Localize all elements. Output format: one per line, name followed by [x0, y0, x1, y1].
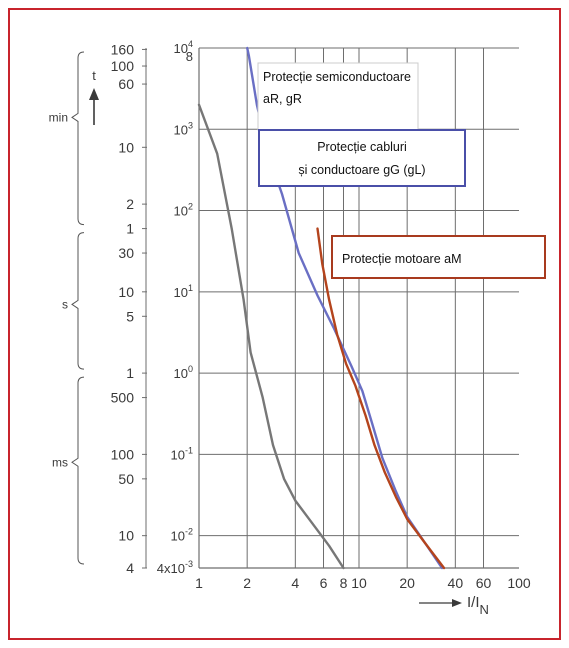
y-tick-label-units: 50 — [118, 471, 134, 487]
annotation-box — [257, 62, 419, 131]
y-tick-label-units: 1 — [126, 365, 134, 381]
annotation-text: și conductoare gG (gL) — [298, 163, 425, 177]
y-tick-label-seconds: 103 — [174, 120, 193, 137]
y-tick-label-units: 100 — [111, 58, 135, 74]
y-axis-arrow-head — [89, 88, 99, 100]
y-tick-exponent: -1 — [185, 445, 193, 455]
x-tick-label: 100 — [507, 575, 531, 591]
y-tick-base: 10 — [174, 204, 188, 219]
y-tick-label-seconds: 10-2 — [171, 527, 193, 544]
y-tick-label-seconds: 100 — [174, 364, 193, 381]
y-tick-label-seconds: 101 — [174, 283, 193, 300]
x-tick-label: 20 — [399, 575, 415, 591]
y-tick-label-units: 4 — [126, 560, 134, 576]
y-tick-label-units: 10 — [118, 139, 134, 155]
unit-bracket — [71, 51, 85, 226]
y-axis-title: t — [92, 68, 96, 83]
y-tick-label-units: 160 — [111, 41, 135, 57]
x-axis-title-main: I/I — [467, 594, 480, 611]
y-tick-label-seconds: 102 — [174, 202, 193, 219]
series-motor-line — [316, 227, 446, 570]
unit-bracket — [71, 232, 85, 370]
x-axis-title: I/IN — [467, 594, 489, 617]
y-tick-label-units: 10 — [118, 528, 134, 544]
annotation-cable: Protecție cabluri și conductoare gG (gL) — [258, 129, 466, 187]
annotation-text: aR, gR — [263, 92, 302, 106]
y-tick-label-seconds: 8 — [186, 49, 193, 64]
y-tick-base: 10 — [174, 41, 188, 56]
unit-bracket — [71, 376, 85, 565]
y-tick-base: 10 — [171, 447, 185, 462]
annotation-box — [258, 129, 466, 187]
unit-group-label: min — [49, 110, 68, 124]
unit-group-label: ms — [52, 455, 68, 469]
y-tick-exponent: -3 — [185, 559, 193, 569]
y-tick-base: 10 — [174, 285, 188, 300]
y-tick-base: 8 — [186, 49, 193, 64]
y-tick-label-seconds: 10-1 — [171, 445, 193, 462]
y-tick-label-units: 30 — [118, 245, 134, 261]
y-tick-exponent: 4 — [188, 39, 193, 49]
y-tick-label-units: 10 — [118, 284, 134, 300]
y-tick-label-units: 500 — [111, 390, 135, 406]
annotation-text: Protecție semiconductoare — [263, 70, 411, 84]
x-tick-label: 40 — [448, 575, 464, 591]
axis-layer: 1 2 4 6 8 10 20 40 60 100I/IN104810310210110010-1… — [49, 39, 531, 617]
y-tick-label-units: 100 — [111, 446, 135, 462]
unit-group-label: s — [62, 297, 68, 311]
y-tick-base: 4x10 — [157, 561, 185, 576]
y-tick-label-units: 60 — [118, 76, 134, 92]
y-tick-base: 10 — [174, 122, 188, 137]
y-tick-label-seconds: 4x10-3 — [157, 559, 193, 576]
annotation-box — [331, 235, 546, 279]
annotation-text: Protecție cabluri — [317, 140, 407, 154]
y-tick-base: 10 — [171, 529, 185, 544]
y-tick-exponent: 2 — [188, 202, 193, 212]
x-tick-label: 10 — [351, 575, 367, 591]
y-tick-base: 10 — [174, 366, 188, 381]
y-tick-exponent: 3 — [188, 120, 193, 130]
annotation-text: Protecție motoare aM — [342, 252, 462, 266]
x-tick-label: 2 — [243, 575, 251, 591]
x-tick-label: 8 — [340, 575, 348, 591]
y-tick-label-units: 5 — [126, 308, 134, 324]
y-tick-label-units: 1 — [126, 221, 134, 237]
x-tick-label: 60 — [476, 575, 492, 591]
y-tick-exponent: 0 — [188, 364, 193, 374]
y-tick-label-units: 2 — [126, 196, 134, 212]
x-axis-title-sub: N — [480, 602, 489, 617]
annotation-motor: Protecție motoare aM — [331, 235, 546, 279]
x-tick-label: 1 — [195, 575, 203, 591]
y-tick-label-seconds: 104 — [174, 39, 193, 56]
y-tick-exponent: -2 — [185, 527, 193, 537]
y-tick-exponent: 1 — [188, 283, 193, 293]
annotation-semiconductor: Protecție semiconductoare aR, gR — [257, 62, 419, 131]
x-tick-label: 6 — [320, 575, 328, 591]
x-axis-arrow-head — [452, 599, 462, 607]
series-semiconductor-line — [197, 103, 345, 570]
x-tick-label: 4 — [291, 575, 299, 591]
